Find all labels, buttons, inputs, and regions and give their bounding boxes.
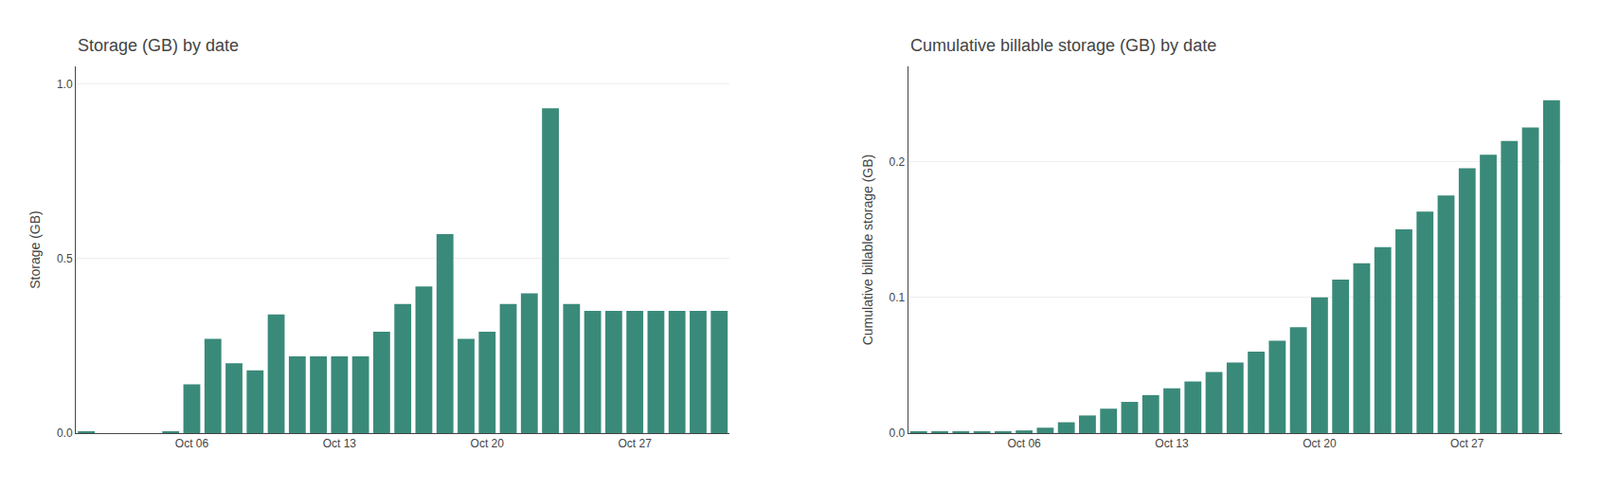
svg-text:Cumulative billable storage (G: Cumulative billable storage (GB) by date <box>910 35 1217 55</box>
svg-text:1.0: 1.0 <box>56 77 73 91</box>
svg-text:0.5: 0.5 <box>56 251 73 266</box>
svg-text:0.1: 0.1 <box>889 290 906 305</box>
svg-text:Oct 20: Oct 20 <box>1302 436 1337 450</box>
svg-text:Oct 13: Oct 13 <box>1154 436 1189 450</box>
svg-text:Storage (GB): Storage (GB) <box>27 210 43 288</box>
svg-text:0.2: 0.2 <box>889 155 906 169</box>
svg-text:Oct 06: Oct 06 <box>1006 436 1042 450</box>
svg-text:Oct 13: Oct 13 <box>323 436 358 450</box>
svg-text:0.0: 0.0 <box>56 426 73 440</box>
svg-text:0.0: 0.0 <box>889 426 906 440</box>
svg-text:Oct 27: Oct 27 <box>1450 436 1485 450</box>
svg-text:Cumulative billable storage (G: Cumulative billable storage (GB) <box>860 154 876 346</box>
svg-text:Oct 20: Oct 20 <box>470 436 505 450</box>
svg-text:Oct 06: Oct 06 <box>175 436 210 450</box>
svg-text:Oct 27: Oct 27 <box>617 436 652 450</box>
svg-text:Storage (GB) by date: Storage (GB) by date <box>77 35 239 55</box>
